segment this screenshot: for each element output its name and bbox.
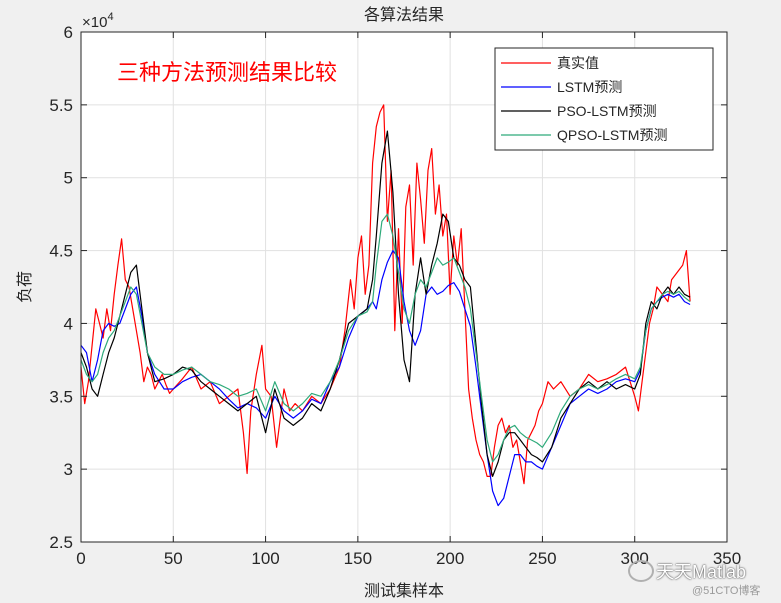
x-tick-label: 150 xyxy=(344,549,372,568)
ticks xyxy=(80,31,728,543)
x-axis-label: 测试集样本 xyxy=(364,581,444,600)
watermark: 天天Matlab @51CTO博客 xyxy=(628,556,778,600)
x-tick-label: 100 xyxy=(251,549,279,568)
legend-label: LSTM预测 xyxy=(557,79,622,95)
legend-label: PSO-LSTM预测 xyxy=(557,103,657,119)
y-tick-label: 2.5 xyxy=(49,533,73,552)
series-line-3-pso-lstm xyxy=(80,130,691,477)
series-line-1-series-0 xyxy=(80,104,691,485)
y-axis-label: 负荷 xyxy=(15,271,34,303)
series-layer xyxy=(80,104,691,507)
y-tick-label: 5.5 xyxy=(49,96,73,115)
y-exponent-power: 4 xyxy=(107,11,113,23)
y-tick-label: 3.5 xyxy=(49,387,73,406)
x-tick-label: 200 xyxy=(436,549,464,568)
y-tick-label: 5 xyxy=(64,169,73,188)
x-tick-label: 50 xyxy=(164,549,183,568)
wechat-icon xyxy=(628,560,654,582)
x-tick-label: 250 xyxy=(528,549,556,568)
chart-title: 各算法结果 xyxy=(364,5,444,24)
x-tick-label: 0 xyxy=(76,549,85,568)
legend-box xyxy=(494,47,714,151)
legend[interactable]: 真实值 LSTM预测 PSO-LSTM预测 QPSO-LSTM预测 xyxy=(494,47,714,151)
axes-box xyxy=(80,31,728,543)
series-line-2-lstm xyxy=(80,250,691,507)
y-tick-label: 6 xyxy=(64,23,73,42)
y-tick-label: 3 xyxy=(64,460,73,479)
watermark-channel: 天天Matlab xyxy=(656,562,747,582)
legend-label: 真实值 xyxy=(557,55,599,71)
watermark-site: @51CTO博客 xyxy=(692,585,761,597)
y-exponent-label: ×104 xyxy=(82,11,114,31)
legend-label: QPSO-LSTM预测 xyxy=(557,127,667,143)
legend-entries: 真实值 LSTM预测 PSO-LSTM预测 QPSO-LSTM预测 xyxy=(501,55,667,143)
annotation-text: 三种方法预测结果比较 xyxy=(117,61,337,86)
y-tick-label: 4.5 xyxy=(49,242,73,261)
x-tick-label: 350 xyxy=(713,549,741,568)
series-line-4-qpso-lstm xyxy=(80,213,691,463)
y-exponent-base: ×10 xyxy=(82,14,107,31)
y-tick-label: 4 xyxy=(64,314,73,333)
